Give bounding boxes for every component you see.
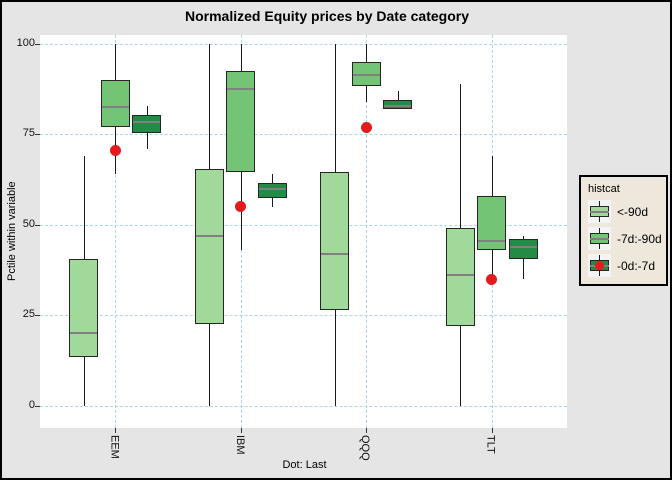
y-axis-tick [35,134,40,136]
y-axis-tick [35,405,40,407]
gridline-x [366,35,368,428]
y-axis-tick [35,315,40,317]
y-tick-label: 50 [22,217,35,230]
median-line [195,234,223,237]
median-line [321,252,349,255]
chart-title: Normalized Equity prices by Date categor… [185,8,469,24]
box-TLT-3 [508,239,538,260]
y-tick-label: 25 [22,308,35,321]
median-line [352,73,380,76]
legend-title: histcat [588,183,620,195]
y-tick-label: 0 [28,398,35,411]
median-line [509,245,537,248]
x-tick-label: QQQ [359,435,372,461]
median-line [258,187,286,190]
median-line [133,120,161,123]
legend: histcat <-90d -7d:-90d [579,175,668,286]
boxplot-key-icon [588,254,611,277]
plot-panel [40,35,567,428]
legend-label: <-90d [617,204,649,219]
y-axis-tick [35,44,40,46]
y-axis-title: Pctile within variable [6,181,18,282]
y-tick-label: 100 [16,37,35,50]
boxplot-key-icon [588,200,611,223]
box-TLT-1 [445,228,475,327]
x-axis-tick [240,428,242,433]
box-EEM-1 [69,259,99,357]
median-glyph [590,238,609,240]
median-line [384,104,412,107]
dot-glyph [595,261,604,270]
gridline-y [40,44,567,46]
legend-item: <-90d [588,200,660,223]
legend-item: -7d:-90d [588,227,662,250]
median-glyph [590,211,609,213]
box-IBM-2 [226,71,256,173]
boxplot-key-icon [588,227,611,250]
last-value-dot-QQQ [360,121,372,133]
x-axis-tick [366,428,368,433]
legend-item: -0d:-7d [588,254,660,277]
box-EEM-2 [100,80,130,128]
median-line [478,240,506,243]
box-EEM-3 [132,114,162,133]
last-value-dot-TLT [486,273,498,285]
legend-label: -0d:-7d [617,258,656,273]
x-axis-tick [491,428,493,433]
whisker [397,91,399,110]
gridline-y [40,134,567,136]
gridline-y [40,405,567,407]
x-axis-tick [115,428,117,433]
last-value-dot-IBM [235,201,247,213]
box-IBM-1 [194,168,224,325]
y-tick-label: 75 [22,127,35,140]
median-line [446,274,474,277]
caption: Dot: Last [282,459,327,471]
x-tick-label: EEM [108,435,121,459]
median-line [227,88,255,91]
box-QQQ-1 [320,172,350,310]
median-line [70,332,98,335]
gridline-y [40,224,567,226]
gridline-y [40,315,567,317]
box-IBM-3 [257,183,287,198]
y-axis-tick [35,224,40,226]
legend-label: -7d:-90d [617,231,662,246]
median-line [101,106,129,109]
last-value-dot-EEM [109,145,121,157]
gridline-x [115,35,117,428]
x-tick-label: IBM [233,435,246,455]
x-tick-label: TLT [484,435,497,454]
